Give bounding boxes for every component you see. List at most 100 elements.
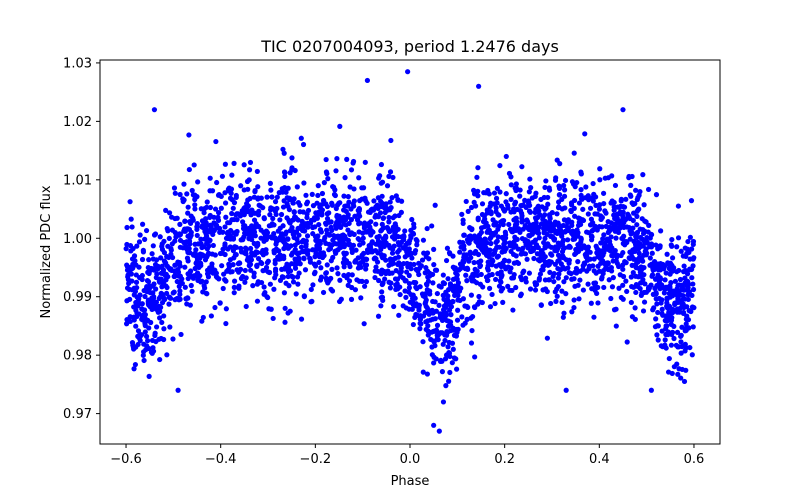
data-point (195, 179, 201, 185)
data-point (124, 285, 131, 291)
data-point (373, 212, 379, 218)
data-point (495, 271, 501, 277)
data-point (227, 232, 233, 238)
data-point (287, 308, 293, 314)
data-point (571, 304, 577, 311)
data-point (425, 332, 431, 338)
data-point (583, 254, 589, 260)
data-point (430, 280, 436, 286)
data-point (678, 375, 684, 381)
data-point (310, 247, 316, 253)
data-point (440, 280, 446, 286)
data-point (374, 259, 381, 265)
x-tick-label: −0.6 (110, 452, 142, 467)
data-point (434, 332, 440, 338)
data-point (255, 196, 261, 202)
data-point (264, 294, 270, 300)
data-point (389, 261, 395, 267)
data-point (333, 168, 339, 174)
data-point (360, 259, 366, 265)
data-point (280, 204, 287, 210)
data-point (440, 272, 446, 278)
data-point (233, 252, 239, 258)
data-point (483, 190, 489, 196)
data-point (181, 181, 187, 187)
data-point (412, 250, 418, 256)
data-point (129, 256, 136, 262)
data-point (337, 123, 343, 129)
data-point (349, 272, 355, 278)
data-point (424, 287, 430, 293)
data-point (464, 278, 470, 284)
data-point (148, 319, 154, 326)
data-point (519, 219, 525, 225)
data-point (124, 241, 130, 248)
data-point (508, 265, 514, 271)
data-point (164, 290, 170, 297)
data-point (450, 299, 456, 305)
data-point (569, 219, 575, 225)
data-point (202, 285, 208, 291)
data-point (324, 262, 330, 268)
data-point (267, 180, 273, 186)
data-point (578, 235, 584, 241)
data-point (526, 270, 533, 276)
data-point (463, 272, 469, 278)
data-point (334, 248, 340, 254)
data-point (294, 184, 300, 190)
data-point (379, 289, 385, 295)
data-point (134, 243, 140, 249)
data-point (343, 208, 349, 215)
data-point (192, 202, 198, 208)
data-point (633, 265, 639, 271)
data-point (393, 228, 399, 234)
data-point (514, 206, 520, 212)
data-point (154, 324, 160, 330)
data-point (361, 321, 367, 327)
x-axis: −0.6 −0.4 −0.2 0.0 0.2 0.4 0.6 (110, 444, 704, 467)
data-point (567, 244, 573, 250)
data-point (656, 279, 662, 285)
data-point (554, 248, 560, 254)
data-point (379, 200, 386, 207)
data-point (375, 195, 381, 201)
data-point (362, 283, 368, 289)
data-point (434, 290, 440, 297)
data-point (691, 255, 697, 261)
data-point (546, 277, 552, 283)
data-point (194, 256, 201, 262)
data-point (363, 198, 369, 204)
data-point (351, 203, 357, 209)
data-point (161, 238, 167, 244)
data-point (689, 292, 695, 299)
data-point (425, 274, 431, 280)
data-point (149, 251, 155, 257)
data-point (503, 199, 509, 205)
data-point (191, 251, 198, 257)
data-points (123, 69, 697, 434)
data-point (554, 293, 560, 299)
data-point (225, 186, 232, 192)
data-point (594, 290, 600, 297)
data-point (626, 173, 632, 180)
data-point (457, 286, 463, 293)
data-point (184, 239, 190, 245)
data-point (503, 266, 509, 272)
data-point (210, 228, 216, 234)
data-point (554, 211, 560, 217)
data-point (627, 249, 633, 255)
data-point (637, 241, 643, 247)
data-point (543, 178, 549, 184)
data-point (301, 255, 307, 261)
data-point (620, 107, 626, 113)
data-point (188, 282, 194, 289)
data-point (203, 223, 209, 229)
data-point (597, 177, 603, 183)
data-point (446, 339, 452, 346)
data-point (312, 269, 318, 275)
data-point (231, 290, 237, 296)
data-point (406, 280, 413, 287)
data-point (556, 242, 562, 248)
data-point (511, 272, 517, 278)
